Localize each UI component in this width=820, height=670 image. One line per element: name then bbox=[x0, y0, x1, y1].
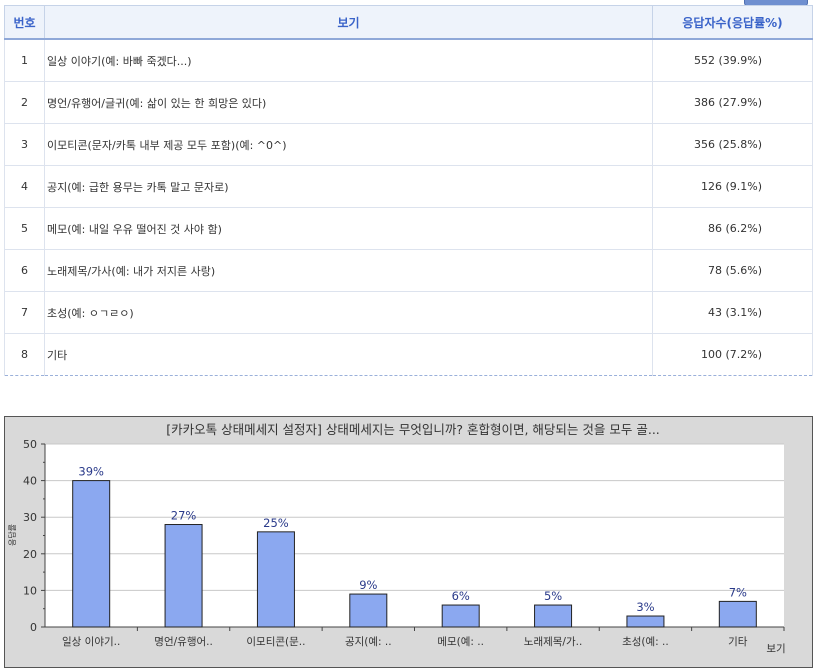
y-tick-label: 10 bbox=[23, 584, 37, 597]
x-tick-label: 공지(예: .. bbox=[345, 635, 392, 648]
header-responses: 응답자수(응답률%) bbox=[652, 5, 813, 40]
row-option: 일상 이야기(예: 바빠 죽겠다...) bbox=[44, 38, 653, 82]
data-label: 9% bbox=[359, 578, 377, 592]
x-tick-label: 메모(예: .. bbox=[437, 635, 484, 648]
data-label: 5% bbox=[544, 589, 562, 603]
bar bbox=[256, 531, 295, 628]
bar bbox=[626, 615, 665, 628]
row-responses: 43 (3.1%) bbox=[652, 291, 813, 334]
row-number: 3 bbox=[4, 123, 45, 166]
y-tick-label: 40 bbox=[23, 475, 37, 488]
table-row: 2 명언/유행어/글귀(예: 삶이 있는 한 희망은 있다) 386 (27.9… bbox=[4, 81, 813, 124]
row-number: 1 bbox=[4, 38, 45, 82]
row-number: 2 bbox=[4, 81, 45, 124]
row-option: 초성(예: ㅇㄱㄹㅇ) bbox=[44, 291, 653, 334]
y-tick-label: 20 bbox=[23, 548, 37, 561]
row-option: 명언/유행어/글귀(예: 삶이 있는 한 희망은 있다) bbox=[44, 81, 653, 124]
row-responses: 78 (5.6%) bbox=[652, 249, 813, 292]
data-label: 3% bbox=[636, 600, 654, 614]
y-tick-label: 50 bbox=[23, 438, 37, 451]
row-responses: 86 (6.2%) bbox=[652, 207, 813, 250]
table-header-row: 번호 보기 응답자수(응답률%) bbox=[4, 5, 813, 40]
row-option: 메모(예: 내일 우유 떨어진 것 사야 함) bbox=[44, 207, 653, 250]
row-responses: 356 (25.8%) bbox=[652, 123, 813, 166]
x-axis-label: 보기 bbox=[766, 643, 785, 655]
y-axis-label: 응답률 bbox=[7, 524, 17, 546]
y-tick-label: 30 bbox=[23, 511, 37, 524]
row-option: 이모티콘(문자/카톡 내부 제공 모두 포함)(예: ^0^) bbox=[44, 123, 653, 166]
x-tick-label: 일상 이야기.. bbox=[62, 635, 120, 648]
row-number: 8 bbox=[4, 333, 45, 376]
survey-results-table: 번호 보기 응답자수(응답률%) 1 일상 이야기(예: 바빠 죽겠다...) … bbox=[4, 5, 813, 376]
row-responses: 126 (9.1%) bbox=[652, 165, 813, 208]
data-label: 25% bbox=[263, 516, 289, 530]
bar bbox=[441, 604, 480, 628]
row-responses: 552 (39.9%) bbox=[652, 38, 813, 82]
row-number: 6 bbox=[4, 249, 45, 292]
plot-area bbox=[45, 444, 784, 627]
data-label: 27% bbox=[171, 509, 197, 523]
x-tick-label: 명언/유행어.. bbox=[154, 636, 213, 648]
table-row: 8 기타 100 (7.2%) bbox=[4, 333, 813, 376]
bar bbox=[72, 480, 111, 628]
row-option: 공지(예: 급한 용무는 카톡 말고 문자로) bbox=[44, 165, 653, 208]
x-tick-label: 기타 bbox=[728, 636, 748, 648]
bar bbox=[534, 604, 573, 628]
chart-title: [카카오톡 상태메세지 설정자] 상태메세지는 무엇입니까? 혼합형이면, 해당… bbox=[166, 422, 660, 437]
row-number: 4 bbox=[4, 165, 45, 208]
data-label: 6% bbox=[452, 589, 470, 603]
bar-chart-panel: [카카오톡 상태메세지 설정자] 상태메세지는 무엇입니까? 혼합형이면, 해당… bbox=[4, 416, 813, 668]
bar bbox=[718, 600, 757, 628]
table-row: 6 노래제목/가사(예: 내가 저지른 사랑) 78 (5.6%) bbox=[4, 249, 813, 292]
table-row: 7 초성(예: ㅇㄱㄹㅇ) 43 (3.1%) bbox=[4, 291, 813, 334]
row-responses: 100 (7.2%) bbox=[652, 333, 813, 376]
row-number: 5 bbox=[4, 207, 45, 250]
row-responses: 386 (27.9%) bbox=[652, 81, 813, 124]
table-row: 1 일상 이야기(예: 바빠 죽겠다...) 552 (39.9%) bbox=[4, 38, 813, 82]
row-option: 노래제목/가사(예: 내가 저지른 사랑) bbox=[44, 249, 653, 292]
bar bbox=[349, 593, 388, 628]
header-no: 번호 bbox=[4, 5, 45, 40]
x-tick-label: 이모티콘(문.. bbox=[246, 636, 305, 648]
header-option: 보기 bbox=[44, 5, 653, 40]
x-tick-label: 초성(예: .. bbox=[622, 635, 669, 648]
table-row: 4 공지(예: 급한 용무는 카톡 말고 문자로) 126 (9.1%) bbox=[4, 165, 813, 208]
bar bbox=[164, 524, 203, 628]
row-number: 7 bbox=[4, 291, 45, 334]
x-tick-label: 노래제목/가.. bbox=[524, 636, 583, 648]
table-row: 5 메모(예: 내일 우유 떨어진 것 사야 함) 86 (6.2%) bbox=[4, 207, 813, 250]
table-row: 3 이모티콘(문자/카톡 내부 제공 모두 포함)(예: ^0^) 356 (2… bbox=[4, 123, 813, 166]
data-label: 39% bbox=[78, 465, 104, 479]
data-label: 7% bbox=[729, 585, 747, 599]
y-tick-label: 0 bbox=[30, 621, 37, 634]
bar-chart: [카카오톡 상태메세지 설정자] 상태메세지는 무엇입니까? 혼합형이면, 해당… bbox=[7, 422, 786, 655]
row-option: 기타 bbox=[44, 333, 653, 376]
